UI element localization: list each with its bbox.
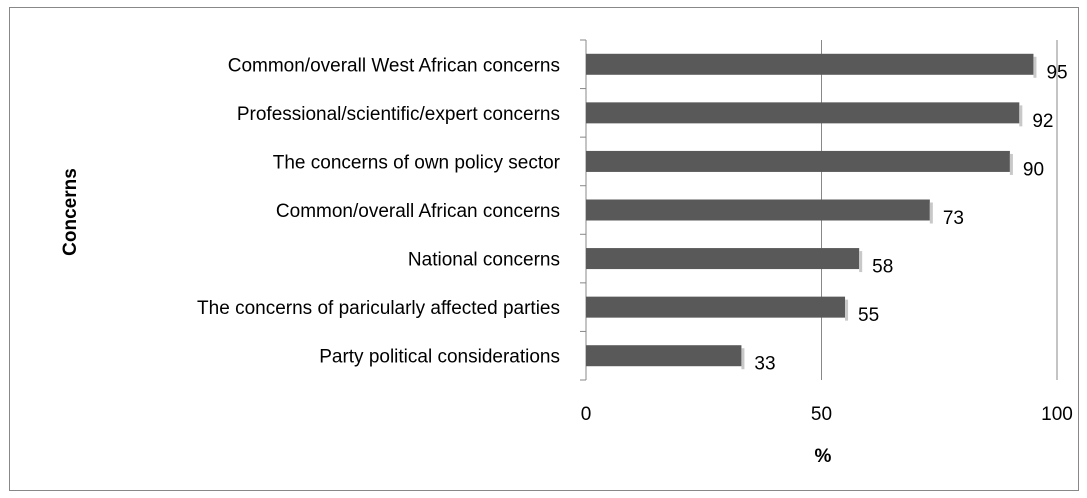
x-tick-label: 100: [1041, 404, 1073, 425]
data-label: 95: [1046, 62, 1067, 83]
chart-frame: [9, 7, 1079, 491]
bar-shadow: [1033, 56, 1037, 78]
x-tick-label: 0: [581, 404, 592, 425]
category-label: Common/overall African concerns: [276, 201, 560, 222]
data-label: 92: [1032, 111, 1053, 132]
data-label: 90: [1023, 159, 1044, 180]
bar-shadow: [1019, 105, 1023, 127]
data-label: 55: [858, 305, 879, 326]
bar-shadow: [929, 202, 933, 224]
bar: [586, 53, 1034, 75]
bar-shadow: [859, 251, 863, 273]
x-tick-label: 50: [811, 404, 832, 425]
bar: [586, 345, 742, 367]
data-label: 58: [872, 257, 893, 278]
bar: [586, 199, 930, 221]
category-label: Professional/scientific/expert concerns: [237, 104, 560, 125]
bar: [586, 102, 1020, 124]
category-label: National concerns: [408, 250, 560, 271]
category-label: The concerns of own policy sector: [273, 152, 561, 173]
bar-shadow: [845, 299, 849, 321]
y-axis-title: Concerns: [60, 168, 81, 256]
x-axis-title: %: [815, 446, 832, 467]
data-label: 73: [943, 208, 964, 229]
bar-shadow: [741, 348, 745, 370]
category-label: Common/overall West African concerns: [228, 55, 560, 76]
bar: [586, 248, 860, 270]
category-labels: Common/overall West African concerns Prof…: [197, 55, 561, 367]
bar-shadow: [1009, 153, 1013, 175]
bars: [586, 53, 1037, 370]
data-labels: 95 92 90 73 58 55 33: [754, 62, 1067, 374]
category-label: The concerns of paricularly affected par…: [197, 298, 560, 319]
bar: [586, 296, 846, 318]
bar: [586, 150, 1010, 172]
data-label: 33: [754, 354, 775, 375]
category-label: Party political considerations: [319, 347, 560, 368]
axes: [580, 39, 587, 381]
x-tick-labels: 0 50 100: [581, 404, 1073, 425]
